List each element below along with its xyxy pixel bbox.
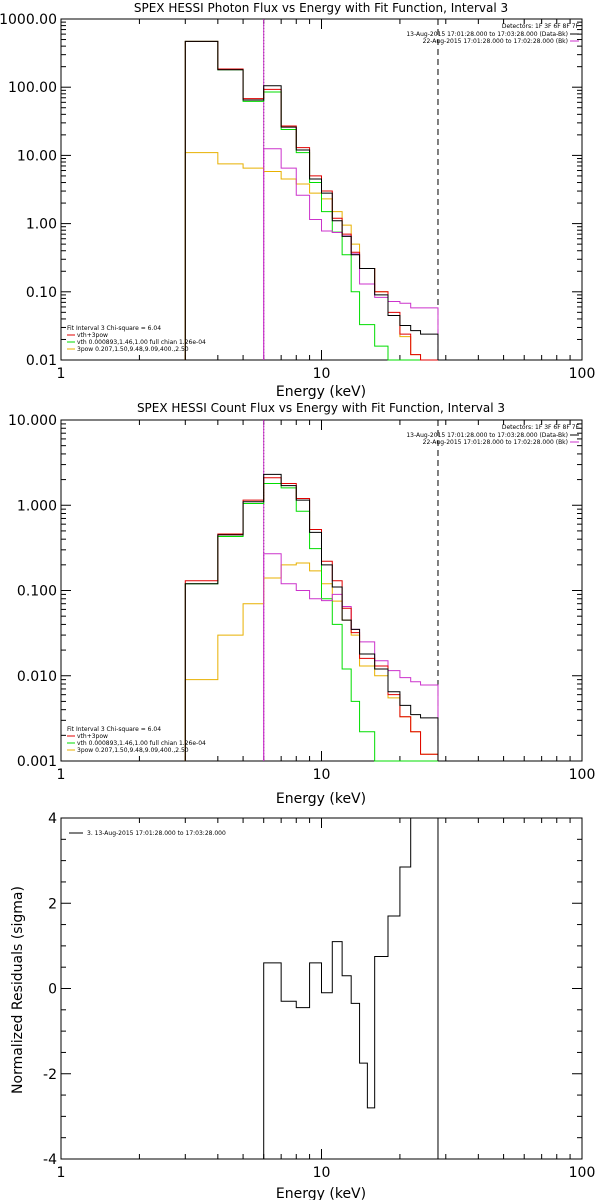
fit-legend-item: 3pow 0.207,1.50,9.48,9.09,400.,2.50: [77, 747, 189, 754]
fit-legend-item: vth 0.000893,1.46,1.00 full chian 1.26e-…: [77, 339, 206, 346]
series-line: [263, 817, 439, 1159]
y-tick-label: 1.00: [26, 217, 57, 233]
fit-legend-item: vth+3pow: [77, 332, 108, 339]
info-text: 13-Aug-2015 17:01:28.000 to 17:03:28.000…: [406, 432, 568, 439]
fit-legend-item: vth 0.000893,1.46,1.00 full chian 1.26e-…: [77, 740, 206, 747]
info-text: Detectors: 1F 3F 6F 8F 7F: [502, 424, 580, 431]
chart-title: SPEX HESSI Photon Flux vs Energy with Fi…: [134, 1, 508, 15]
x-tick-label: 1: [57, 366, 66, 382]
info-text: 22-Aug-2015 17:01:28.000 to 17:02:28.000…: [423, 439, 568, 446]
y-tick-label: 100.00: [8, 80, 57, 96]
residuals-chart: Energy (keV) Normalized Residuals (sigma…: [10, 811, 595, 1200]
x-tick-label: 100: [569, 366, 596, 382]
x-tick-label: 1: [57, 1165, 66, 1181]
y-tick-label: 1000.00: [0, 12, 57, 28]
y-tick-label: 0.001: [17, 754, 57, 770]
series-line: [184, 473, 439, 761]
y-tick-label: 4: [48, 811, 57, 827]
x-axis-label: Energy (keV): [276, 1186, 366, 1200]
x-tick-label: 1: [57, 767, 66, 783]
chart-title: SPEX HESSI Count Flux vs Energy with Fit…: [137, 401, 505, 415]
x-tick-label: 100: [569, 1165, 596, 1181]
y-tick-label: 0.010: [17, 669, 57, 685]
y-tick-label: 10.00: [17, 148, 57, 164]
info-text: Detectors: 1F 3F 6F 8F 7F: [502, 23, 580, 30]
fit-legend-item: vth+3pow: [77, 733, 108, 740]
fit-legend-header: Fit Interval 3 Chi-square = 6.04: [67, 325, 161, 332]
y-axis-label: Normalized Residuals (sigma): [10, 886, 26, 1094]
series-line: [263, 553, 439, 761]
photon-flux-chart: SPEX HESSI Photon Flux vs Energy with Fi…: [0, 1, 595, 400]
series-line: [184, 40, 439, 360]
x-tick-label: 10: [313, 1165, 331, 1181]
fit-legend-item: 3pow 0.207,1.50,9.48,9.09,400.,2.50: [77, 346, 189, 353]
count-flux-chart: SPEX HESSI Count Flux vs Energy with Fit…: [8, 401, 595, 807]
info-text: 22-Aug-2015 17:01:28.000 to 17:02:28.000…: [423, 38, 568, 45]
series-line: [184, 477, 439, 761]
y-tick-label: 0.01: [26, 353, 57, 369]
y-tick-label: 10.000: [8, 413, 57, 429]
y-tick-label: 0.10: [26, 285, 57, 301]
x-tick-label: 100: [569, 767, 596, 783]
fit-legend-header: Fit Interval 3 Chi-square = 6.04: [67, 726, 161, 733]
y-tick-label: 1.000: [17, 498, 57, 514]
y-tick-label: 2: [48, 896, 57, 912]
x-tick-label: 10: [313, 767, 331, 783]
y-tick-label: -2: [43, 1067, 57, 1083]
y-tick-label: 0.100: [17, 584, 57, 600]
series-line: [184, 40, 438, 361]
series-line: [184, 40, 438, 361]
x-axis-label: Energy (keV): [276, 384, 366, 400]
info-text: 13-Aug-2015 17:01:28.000 to 17:03:28.000…: [406, 31, 568, 38]
y-tick-label: -4: [43, 1152, 57, 1168]
series-line: [184, 562, 439, 761]
series-line: [184, 482, 438, 762]
x-axis-label: Energy (keV): [276, 791, 366, 807]
residual-legend-text: 3. 13-Aug-2015 17:01:28.000 to 17:03:28.…: [87, 830, 226, 837]
x-tick-label: 10: [313, 366, 331, 382]
y-tick-label: 0: [48, 982, 57, 998]
